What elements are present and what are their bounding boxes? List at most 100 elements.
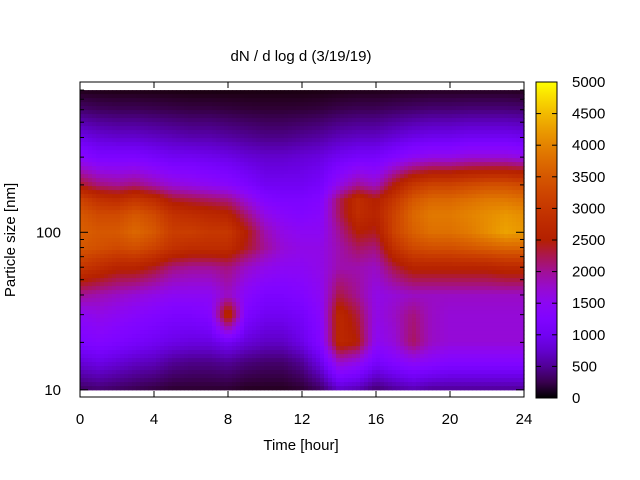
heatmap-cell xyxy=(212,258,217,263)
heatmap-cell xyxy=(152,258,157,263)
heatmap-cell xyxy=(212,162,217,167)
heatmap-cell xyxy=(220,138,225,143)
heatmap-cell xyxy=(376,194,381,199)
heatmap-cell xyxy=(332,174,337,179)
heatmap-cell xyxy=(228,206,233,211)
heatmap-cell xyxy=(288,106,293,111)
heatmap-cell xyxy=(304,218,309,223)
heatmap-cell xyxy=(468,162,473,167)
heatmap-cell xyxy=(288,198,293,203)
heatmap-cell xyxy=(168,206,173,211)
heatmap-cell xyxy=(136,178,141,183)
heatmap-cell xyxy=(332,194,337,199)
heatmap-cell xyxy=(432,142,437,147)
heatmap-cell xyxy=(112,198,117,203)
heatmap-cell xyxy=(140,190,145,195)
heatmap-cell xyxy=(492,194,497,199)
heatmap-cell xyxy=(260,258,265,263)
heatmap-cell xyxy=(336,170,341,175)
heatmap-cell xyxy=(292,118,297,123)
heatmap-cell xyxy=(508,130,513,135)
heatmap-cell xyxy=(244,142,249,147)
heatmap-cell xyxy=(428,130,433,135)
heatmap-cell xyxy=(520,218,525,223)
heatmap-cell xyxy=(512,126,517,131)
heatmap-cell xyxy=(196,90,201,95)
heatmap-cell xyxy=(328,226,333,231)
heatmap-cell xyxy=(140,258,145,263)
heatmap-cell xyxy=(260,150,265,155)
heatmap-cell xyxy=(500,162,505,167)
heatmap-cell xyxy=(284,242,289,247)
heatmap-cell xyxy=(272,262,277,267)
heatmap-cell xyxy=(392,222,397,227)
heatmap-cell xyxy=(140,90,145,95)
heatmap-cell xyxy=(400,94,405,99)
heatmap-cell xyxy=(388,198,393,203)
heatmap-cell xyxy=(460,182,465,187)
heatmap-cell xyxy=(432,246,437,251)
heatmap-cell xyxy=(480,102,485,107)
heatmap-cell xyxy=(460,214,465,219)
heatmap-cell xyxy=(276,102,281,107)
heatmap-cell xyxy=(460,202,465,207)
heatmap-cell xyxy=(224,206,229,211)
heatmap-cell xyxy=(208,110,213,115)
heatmap-cell xyxy=(240,218,245,223)
heatmap-cell xyxy=(240,162,245,167)
heatmap-cell xyxy=(160,102,165,107)
heatmap-cell xyxy=(416,90,421,95)
heatmap-cell xyxy=(368,166,373,171)
heatmap-cell xyxy=(372,158,377,163)
heatmap-cell xyxy=(92,142,97,147)
heatmap-cell xyxy=(488,142,493,147)
heatmap-cell xyxy=(92,126,97,131)
heatmap-cell xyxy=(268,266,273,271)
heatmap-cell xyxy=(288,142,293,147)
heatmap-cell xyxy=(464,214,469,219)
heatmap-cell xyxy=(512,246,517,251)
heatmap-cell xyxy=(472,134,477,139)
heatmap-cell xyxy=(144,266,149,271)
heatmap-cell xyxy=(184,230,189,235)
heatmap-cell xyxy=(452,170,457,175)
heatmap-cell xyxy=(284,122,289,127)
heatmap-cell xyxy=(284,154,289,159)
heatmap-cell xyxy=(292,178,297,183)
heatmap-cell xyxy=(228,174,233,179)
heatmap-cell xyxy=(432,138,437,143)
heatmap-cell xyxy=(364,214,369,219)
heatmap-cell xyxy=(492,262,497,267)
heatmap-cell xyxy=(412,122,417,127)
heatmap-cell xyxy=(128,254,133,259)
heatmap-cell xyxy=(516,142,521,147)
heatmap-cell xyxy=(400,202,405,207)
heatmap-cell xyxy=(460,186,465,191)
heatmap-cell xyxy=(380,178,385,183)
heatmap-cell xyxy=(200,226,205,231)
heatmap-cell xyxy=(84,146,89,151)
heatmap-cell xyxy=(228,194,233,199)
heatmap-cell xyxy=(424,266,429,271)
heatmap-cell xyxy=(212,90,217,95)
heatmap-cell xyxy=(236,174,241,179)
heatmap-cell xyxy=(476,242,481,247)
heatmap-cell xyxy=(336,118,341,123)
heatmap-cell xyxy=(196,98,201,103)
heatmap-cell xyxy=(444,198,449,203)
heatmap-cell xyxy=(492,206,497,211)
heatmap-cell xyxy=(116,102,121,107)
heatmap-cell xyxy=(228,130,233,135)
heatmap-cell xyxy=(284,194,289,199)
heatmap-cell xyxy=(356,158,361,163)
heatmap-cell xyxy=(420,162,425,167)
heatmap-cell xyxy=(248,246,253,251)
heatmap-cell xyxy=(252,134,257,139)
heatmap-cell xyxy=(132,186,137,191)
heatmap-cell xyxy=(208,98,213,103)
heatmap-cell xyxy=(416,110,421,115)
heatmap-cell xyxy=(136,146,141,151)
heatmap-cell xyxy=(468,130,473,135)
heatmap-cell xyxy=(148,230,153,235)
heatmap-cell xyxy=(188,166,193,171)
